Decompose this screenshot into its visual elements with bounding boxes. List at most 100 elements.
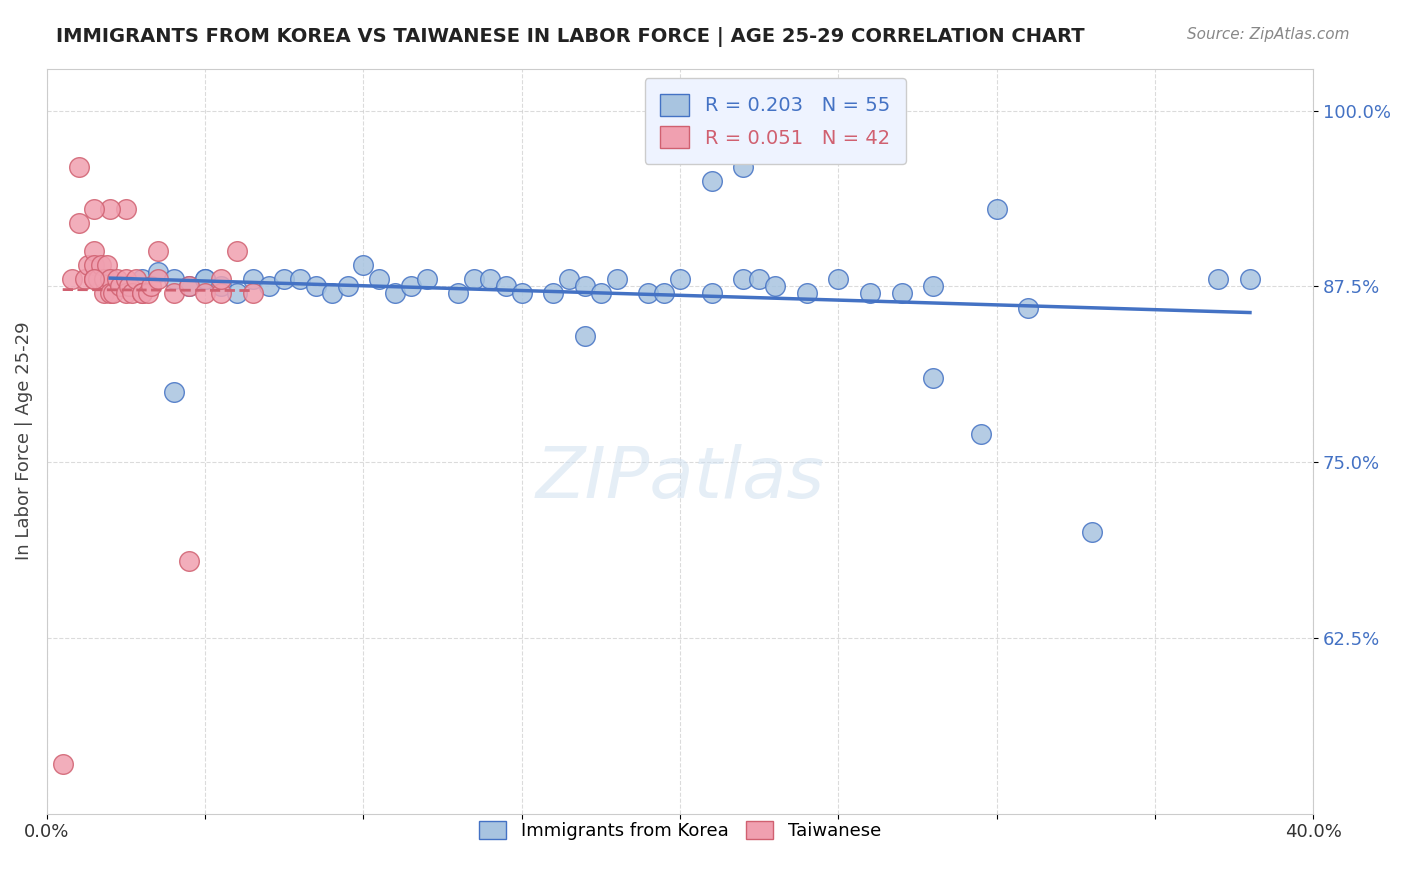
Point	[986, 202, 1008, 216]
Point	[52, 757, 75, 772]
Point	[589, 286, 612, 301]
Point	[141, 279, 163, 293]
Point	[574, 328, 596, 343]
Point	[495, 279, 517, 293]
Point	[970, 427, 993, 442]
Point	[194, 286, 217, 301]
Point	[73, 272, 96, 286]
Point	[98, 272, 121, 286]
Point	[922, 371, 945, 385]
Point	[83, 258, 105, 272]
Point	[83, 272, 105, 286]
Point	[574, 279, 596, 293]
Point	[1206, 272, 1229, 286]
Point	[796, 286, 818, 301]
Point	[179, 553, 201, 567]
Point	[1017, 301, 1039, 315]
Point	[115, 286, 138, 301]
Point	[257, 279, 280, 293]
Point	[162, 286, 184, 301]
Point	[67, 216, 90, 230]
Point	[859, 286, 882, 301]
Point	[700, 174, 723, 188]
Point	[543, 286, 565, 301]
Point	[105, 272, 128, 286]
Point	[194, 272, 217, 286]
Point	[225, 286, 247, 301]
Point	[225, 244, 247, 259]
Point	[90, 258, 112, 272]
Point	[118, 279, 141, 293]
Text: IMMIGRANTS FROM KOREA VS TAIWANESE IN LABOR FORCE | AGE 25-29 CORRELATION CHART: IMMIGRANTS FROM KOREA VS TAIWANESE IN LA…	[56, 27, 1085, 46]
Point	[479, 272, 502, 286]
Point	[305, 279, 328, 293]
Point	[273, 272, 295, 286]
Point	[700, 286, 723, 301]
Point	[162, 384, 184, 399]
Point	[83, 272, 105, 286]
Point	[209, 272, 232, 286]
Point	[121, 286, 143, 301]
Point	[890, 286, 912, 301]
Point	[1239, 272, 1261, 286]
Point	[83, 202, 105, 216]
Point	[179, 279, 201, 293]
Point	[131, 272, 153, 286]
Point	[93, 286, 115, 301]
Point	[131, 286, 153, 301]
Point	[399, 279, 422, 293]
Point	[77, 258, 100, 272]
Point	[242, 286, 264, 301]
Point	[136, 286, 159, 301]
Point	[131, 286, 153, 301]
Point	[447, 286, 470, 301]
Point	[242, 272, 264, 286]
Point	[96, 258, 118, 272]
Point	[83, 244, 105, 259]
Point	[637, 286, 659, 301]
Point	[416, 272, 439, 286]
Point	[558, 272, 581, 286]
Point	[146, 244, 169, 259]
Point	[733, 272, 755, 286]
Point	[353, 258, 375, 272]
Y-axis label: In Labor Force | Age 25-29: In Labor Force | Age 25-29	[15, 322, 32, 560]
Point	[194, 272, 217, 286]
Point	[60, 272, 83, 286]
Point	[288, 272, 311, 286]
Legend: R = 0.203   N = 55, R = 0.051   N = 42: R = 0.203 N = 55, R = 0.051 N = 42	[644, 78, 905, 164]
Text: ZIPatlas: ZIPatlas	[536, 444, 824, 513]
Point	[321, 286, 343, 301]
Point	[115, 272, 138, 286]
Point	[98, 286, 121, 301]
Point	[146, 265, 169, 279]
Point	[510, 286, 533, 301]
Point	[463, 272, 485, 286]
Point	[606, 272, 628, 286]
Point	[209, 286, 232, 301]
Point	[115, 202, 138, 216]
Point	[162, 272, 184, 286]
Point	[146, 272, 169, 286]
Point	[98, 202, 121, 216]
Point	[115, 279, 138, 293]
Point	[763, 279, 786, 293]
Point	[368, 272, 391, 286]
Point	[209, 279, 232, 293]
Point	[86, 272, 108, 286]
Point	[98, 272, 121, 286]
Text: Source: ZipAtlas.com: Source: ZipAtlas.com	[1187, 27, 1350, 42]
Point	[108, 279, 131, 293]
Point	[733, 160, 755, 174]
Point	[1080, 525, 1102, 540]
Point	[652, 286, 675, 301]
Point	[67, 160, 90, 174]
Point	[336, 279, 359, 293]
Point	[669, 272, 692, 286]
Point	[93, 272, 115, 286]
Point	[103, 286, 125, 301]
Point	[179, 279, 201, 293]
Point	[827, 272, 849, 286]
Point	[384, 286, 406, 301]
Point	[922, 279, 945, 293]
